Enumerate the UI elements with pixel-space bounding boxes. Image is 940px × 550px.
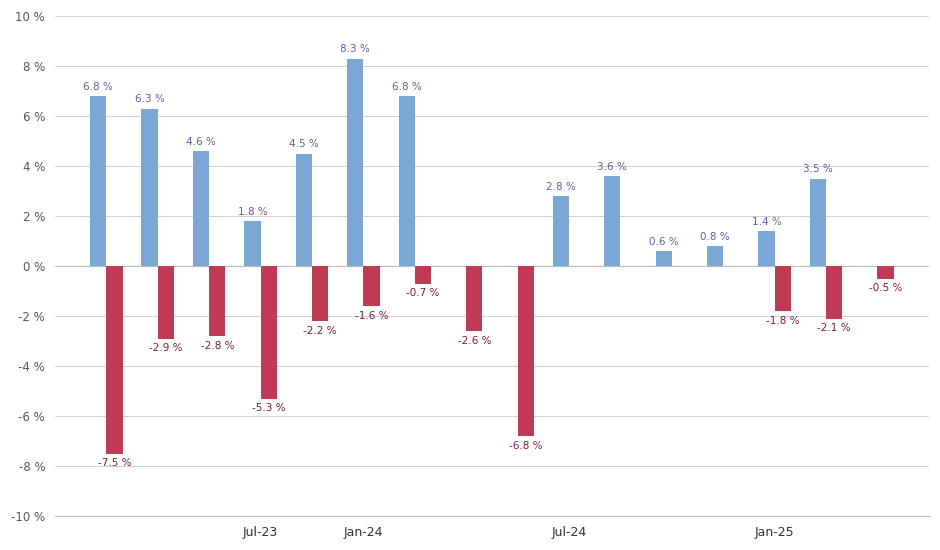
- Bar: [244, 221, 260, 266]
- Text: 6.3 %: 6.3 %: [134, 94, 164, 104]
- Bar: [260, 266, 277, 399]
- Bar: [809, 179, 826, 266]
- Text: -6.8 %: -6.8 %: [509, 441, 542, 450]
- Bar: [655, 251, 672, 266]
- Text: -2.6 %: -2.6 %: [458, 336, 491, 345]
- Bar: [347, 59, 364, 266]
- Text: 2.8 %: 2.8 %: [546, 182, 576, 191]
- Text: -2.9 %: -2.9 %: [149, 343, 182, 353]
- Bar: [415, 266, 431, 284]
- Bar: [364, 266, 380, 306]
- Text: 1.8 %: 1.8 %: [238, 207, 267, 217]
- Text: -2.2 %: -2.2 %: [304, 326, 337, 336]
- Bar: [106, 266, 122, 454]
- Text: 3.6 %: 3.6 %: [598, 162, 627, 172]
- Text: -0.5 %: -0.5 %: [869, 283, 902, 293]
- Text: 4.6 %: 4.6 %: [186, 136, 216, 147]
- Text: 1.4 %: 1.4 %: [752, 217, 781, 227]
- Text: -2.1 %: -2.1 %: [818, 323, 851, 333]
- Bar: [707, 246, 723, 266]
- Text: -2.8 %: -2.8 %: [200, 340, 234, 351]
- Text: 4.5 %: 4.5 %: [289, 139, 319, 149]
- Bar: [210, 266, 226, 336]
- Bar: [826, 266, 842, 318]
- Text: 0.8 %: 0.8 %: [700, 232, 730, 241]
- Bar: [142, 108, 158, 266]
- Text: 6.8 %: 6.8 %: [84, 81, 113, 92]
- Text: 6.8 %: 6.8 %: [392, 81, 421, 92]
- Text: 8.3 %: 8.3 %: [340, 44, 370, 54]
- Text: -7.5 %: -7.5 %: [98, 458, 132, 468]
- Text: 3.5 %: 3.5 %: [803, 164, 833, 174]
- Text: -0.7 %: -0.7 %: [406, 288, 440, 298]
- Bar: [158, 266, 174, 339]
- Bar: [312, 266, 328, 321]
- Text: -1.6 %: -1.6 %: [354, 311, 388, 321]
- Bar: [759, 231, 775, 266]
- Bar: [553, 196, 569, 266]
- Bar: [399, 96, 415, 266]
- Bar: [466, 266, 482, 331]
- Bar: [193, 151, 210, 266]
- Text: 0.6 %: 0.6 %: [649, 236, 679, 246]
- Bar: [604, 176, 620, 266]
- Bar: [877, 266, 894, 279]
- Text: -1.8 %: -1.8 %: [766, 316, 800, 326]
- Bar: [296, 153, 312, 266]
- Bar: [518, 266, 534, 436]
- Bar: [775, 266, 791, 311]
- Text: -5.3 %: -5.3 %: [252, 403, 286, 413]
- Bar: [90, 96, 106, 266]
